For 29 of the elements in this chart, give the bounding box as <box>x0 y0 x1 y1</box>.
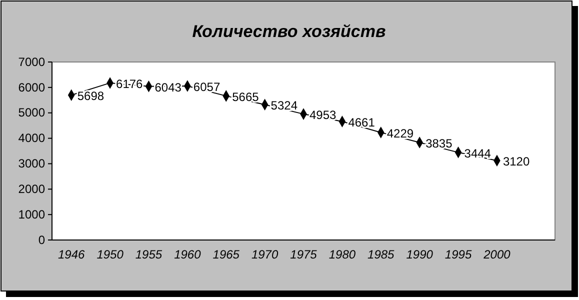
data-label: 3120 <box>502 154 530 169</box>
x-tick-label: 1980 <box>328 248 356 262</box>
x-tick-label: 1985 <box>368 248 395 262</box>
y-tick-label: 6000 <box>18 80 46 94</box>
x-tick-label: 1950 <box>96 248 124 262</box>
data-label: 6057 <box>193 80 220 94</box>
y-tick-label: 2000 <box>18 182 46 196</box>
data-label: 5698 <box>77 89 104 104</box>
x-tick-label: 1955 <box>135 248 162 262</box>
y-tick-label: 3000 <box>18 156 46 171</box>
x-tick-label: 2000 <box>482 248 511 262</box>
x-tick-label: 1960 <box>174 248 202 262</box>
data-label: 4661 <box>348 115 376 130</box>
x-tick-label: 1990 <box>406 248 434 262</box>
data-label: 5324 <box>270 98 298 113</box>
x-tick-label: 1975 <box>290 248 318 262</box>
data-label: 5665 <box>232 90 260 104</box>
x-tick-label: 1946 <box>58 248 86 262</box>
x-tick-label: 1970 <box>251 248 278 262</box>
data-label: 4229 <box>386 126 414 140</box>
data-label: 3835 <box>426 136 453 150</box>
y-tick-label: 7000 <box>18 54 46 69</box>
x-tick-label: 1965 <box>212 248 240 262</box>
y-tick-label: 5000 <box>18 106 46 120</box>
x-tick-label: 1995 <box>444 248 472 262</box>
chart-title: Количество хозяйств <box>192 22 386 41</box>
y-tick-label: 1000 <box>18 207 46 222</box>
y-tick-label: 0 <box>38 232 46 247</box>
y-tick-label: 4000 <box>18 131 46 146</box>
